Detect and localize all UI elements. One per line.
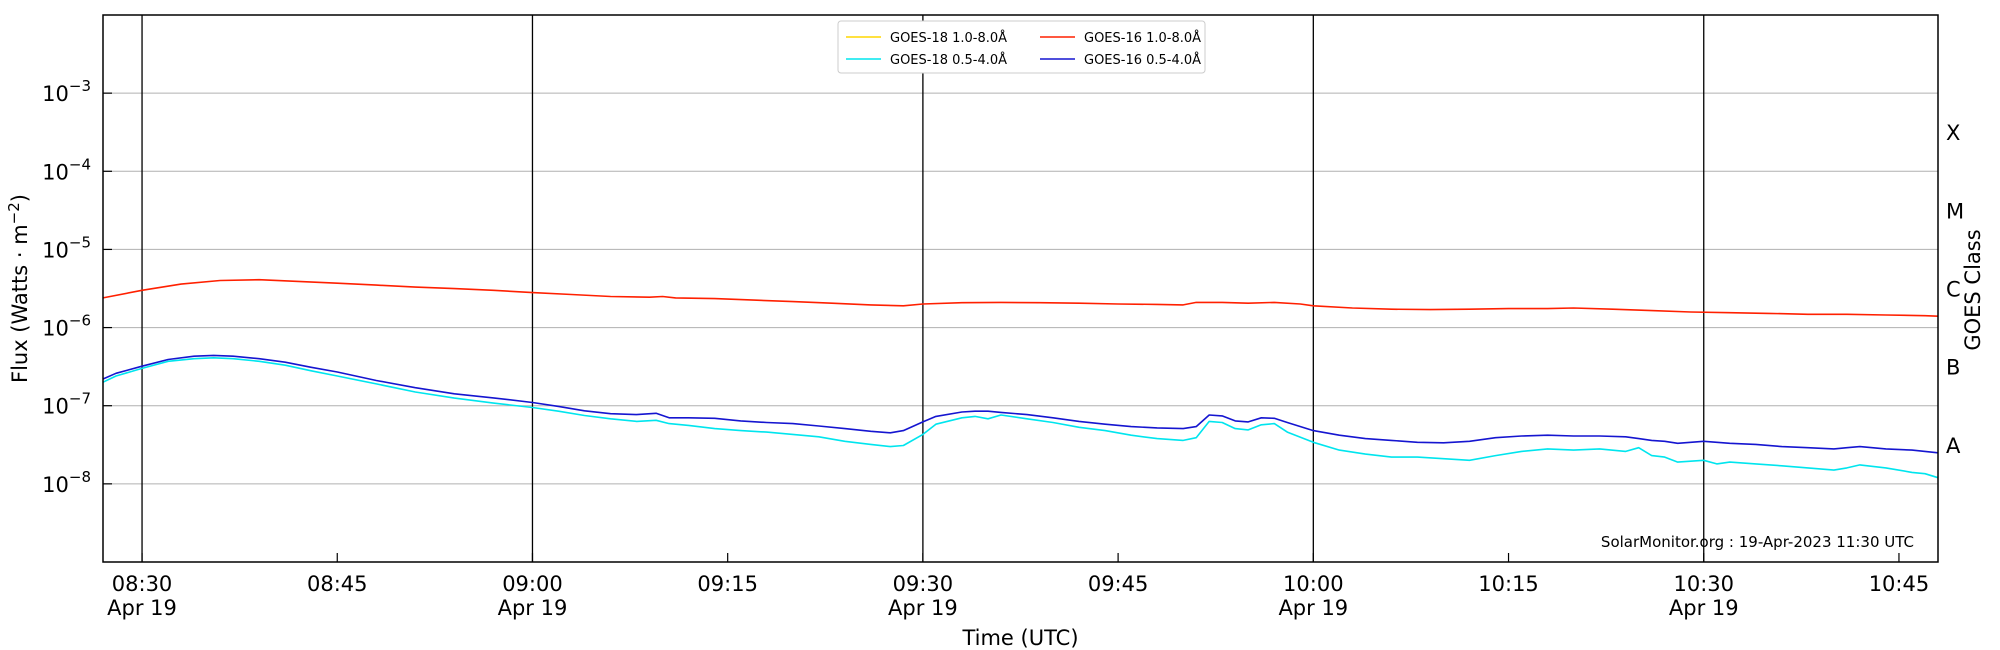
goes-class-b: B — [1946, 356, 1960, 380]
x-tick-date-label: Apr 19 — [888, 596, 958, 620]
x-tick-label: 08:45 — [307, 572, 368, 596]
x-tick-label: 09:00 — [502, 572, 563, 596]
x-tick-label: 10:15 — [1478, 572, 1539, 596]
hour-marker-lines — [141, 15, 1705, 562]
series-line — [102, 357, 1939, 479]
goes-class-a: A — [1946, 434, 1961, 458]
y-tick-label: 10−7 — [42, 390, 91, 419]
plot-frame — [102, 14, 1939, 563]
x-tick-date-label: Apr 19 — [498, 596, 568, 620]
x-axis-title: Time (UTC) — [961, 626, 1078, 650]
legend-entry: GOES-16 1.0-8.0Å — [1084, 30, 1201, 46]
x-tick-label: 09:30 — [893, 572, 954, 596]
y-tick-label: 10−3 — [42, 77, 91, 106]
x-tick-date-label: Apr 19 — [1278, 596, 1348, 620]
credit-text: SolarMonitor.org : 19-Apr-2023 11:30 UTC — [1601, 533, 1914, 551]
x-tick-date-label: Apr 19 — [1669, 596, 1739, 620]
y-tick-label: 10−6 — [42, 312, 91, 341]
series-lines — [102, 278, 1939, 479]
legend: GOES-18 1.0-8.0Å GOES-18 0.5-4.0Å GOES-16 … — [837, 20, 1206, 74]
legend-entry: GOES-16 0.5-4.0Å — [1084, 52, 1201, 68]
x-tick-label: 09:45 — [1088, 572, 1149, 596]
x-tick-label: 10:00 — [1283, 572, 1344, 596]
x-tick-label: 10:30 — [1673, 572, 1734, 596]
x-tick-label: 09:15 — [697, 572, 758, 596]
series-line — [102, 278, 1939, 317]
goes-class-c: C — [1946, 278, 1961, 302]
y-tick-label: 10−4 — [42, 155, 91, 184]
series-line — [102, 354, 1939, 454]
x-tick-date-label: Apr 19 — [107, 596, 177, 620]
x-tick-label: 08:30 — [112, 572, 173, 596]
legend-entry: GOES-18 1.0-8.0Å — [890, 30, 1007, 46]
goes-class-m: M — [1946, 199, 1964, 223]
horizontal-grid — [103, 92, 1938, 485]
goes-class-axis-title: GOES Class — [1961, 229, 1985, 350]
goes-class-x: X — [1946, 121, 1960, 145]
legend-entry: GOES-18 0.5-4.0Å — [890, 52, 1007, 68]
y-axis-title: Flux (Watts · m−2) — [5, 194, 32, 383]
goes-class-labels: A B C M X — [1946, 121, 1964, 458]
y-axis-ticks: 10−8 10−7 10−6 10−5 10−4 10−3 — [42, 77, 112, 497]
y-tick-label: 10−5 — [42, 233, 91, 262]
x-tick-label: 10:45 — [1869, 572, 1930, 596]
legend-box — [837, 20, 1206, 74]
y-tick-label: 10−8 — [42, 468, 91, 497]
